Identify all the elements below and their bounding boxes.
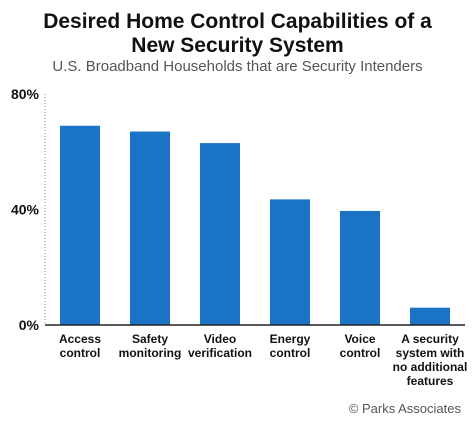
chart-title-line1: Desired Home Control Capabilities of a [43,10,432,33]
x-tick-label: A security system with no additional featur… [393,332,468,388]
x-tick-label: Safety monitoring [119,332,182,360]
x-tick-label: Voice control [340,332,381,360]
bar [270,199,310,325]
y-tick-label: 80% [11,86,40,102]
bar [60,125,100,325]
x-tick-label: Energy control [270,332,311,360]
chart-subtitle: U.S. Broadband Households that are Secur… [52,58,423,75]
bar [340,210,380,325]
source-credit: © Parks Associates [348,401,461,416]
y-tick-label: 40% [11,202,40,218]
y-tick-label: 0% [19,317,40,333]
x-tick-label: Access control [59,332,101,360]
bar [410,307,450,325]
x-tick-label: Video verification [188,332,252,360]
chart-title-line2: New Security System [131,34,344,57]
bar [200,143,240,325]
bar [130,131,170,325]
